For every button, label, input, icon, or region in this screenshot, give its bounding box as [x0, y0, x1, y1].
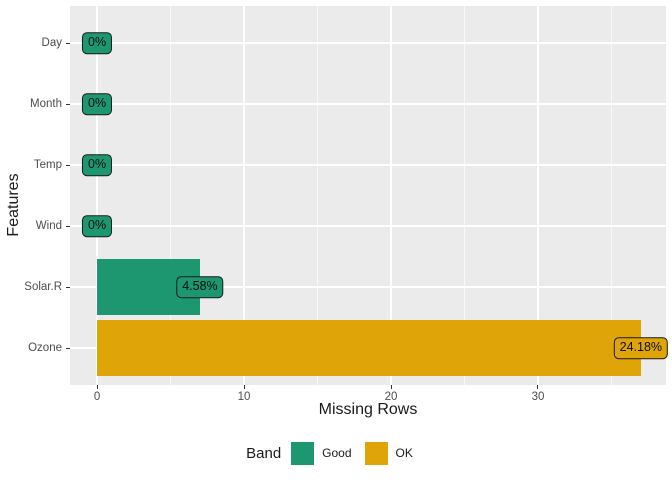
bar-label-ozone: 24.18% — [613, 337, 669, 359]
row-gridline — [70, 103, 666, 105]
y-tick-label-month: Month — [30, 98, 62, 110]
y-tick-mark — [66, 286, 70, 288]
x-tick-mark — [243, 385, 245, 389]
y-tick-mark — [66, 347, 70, 349]
x-tick-mark — [537, 385, 539, 389]
legend-title: Band — [246, 444, 282, 462]
row-gridline — [70, 286, 666, 288]
x-tick-label-20: 20 — [384, 391, 398, 403]
major-gridline — [390, 6, 392, 385]
minor-gridline — [610, 6, 612, 385]
y-tick-label-solar.r: Solar.R — [24, 281, 62, 293]
legend-swatch-good — [291, 441, 315, 465]
y-tick-mark — [66, 164, 70, 166]
row-gridline — [70, 164, 666, 166]
x-tick-mark — [390, 385, 392, 389]
legend-swatch-ok — [364, 441, 388, 465]
y-tick-mark — [66, 103, 70, 105]
minor-gridline — [317, 6, 318, 385]
legend-label-ok: OK — [395, 446, 413, 460]
bar-label-month: 0% — [81, 93, 113, 115]
bar-label-temp: 0% — [81, 154, 113, 176]
minor-gridline — [463, 6, 465, 385]
x-tick-label-0: 0 — [93, 391, 101, 403]
major-gridline — [96, 6, 98, 385]
major-gridline — [243, 6, 245, 385]
legend: Band Good OK — [0, 438, 672, 468]
y-tick-label-wind: Wind — [35, 220, 62, 232]
y-tick-mark — [66, 42, 70, 44]
bar-label-wind: 0% — [81, 215, 113, 237]
plot-panel: 0% 0% 0% 0% 4.58% 24.18% — [70, 6, 669, 385]
row-gridline — [70, 225, 666, 227]
y-tick-label-day: Day — [41, 37, 62, 49]
major-gridline — [537, 6, 539, 385]
y-tick-mark — [66, 225, 70, 227]
row-gridline — [70, 42, 666, 44]
minor-gridline — [170, 6, 172, 385]
legend-items: Good OK — [291, 441, 426, 465]
bar-label-solar.r: 4.58% — [176, 276, 224, 298]
legend-label-good: Good — [322, 446, 352, 460]
x-axis-title: Missing Rows — [318, 401, 418, 418]
x-tick-label-10: 10 — [237, 391, 251, 403]
x-tick-mark — [96, 385, 98, 389]
y-axis-title: Features — [5, 173, 22, 237]
y-tick-label-temp: Temp — [33, 159, 62, 171]
x-tick-label-30: 30 — [531, 391, 545, 403]
bar-ozone — [97, 320, 641, 376]
bar-label-day: 0% — [81, 32, 113, 54]
y-tick-label-ozone: Ozone — [28, 342, 62, 354]
